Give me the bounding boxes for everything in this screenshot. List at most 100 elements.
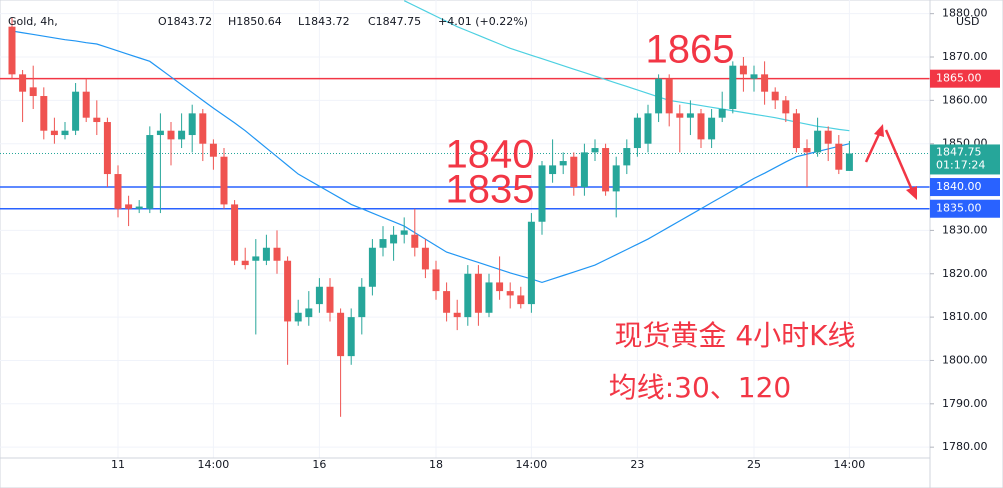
candle-body [146,135,154,209]
candle-body [188,113,196,136]
candle-body [474,273,482,313]
x-tick-label: 18 [429,458,443,471]
candle-body [72,91,80,131]
x-tick-label: 14:00 [198,458,230,471]
candle-body [708,117,716,140]
candle-body [347,317,355,357]
annotation: 均线:30、120 [609,371,792,404]
candle-body [506,291,514,296]
candle-body [517,295,525,305]
candle-body [167,130,175,140]
candle-body [580,152,588,188]
candle-body [93,117,101,123]
candle-body [284,260,292,322]
candle-body [782,100,790,114]
candle-body [29,87,37,97]
candle-body [125,204,133,209]
x-tick-label: 14:00 [516,458,548,471]
candle-body [814,130,822,153]
annotation: 1835 [446,168,535,212]
x-tick-label: 11 [111,458,125,471]
axis: 1780.00 1790.00 1800.00 1810.00 1820.00 1830.… [111,7,1000,471]
x-tick-label: 25 [747,458,761,471]
level-tag [930,199,1000,218]
candle-body [8,26,16,75]
y-tick-label: 1830.00 [942,223,988,236]
candle-body [549,165,557,175]
candle-body [390,234,398,244]
candle-body [750,74,758,79]
candle-body [252,256,260,261]
candle-body [792,113,800,149]
level-label: 1835.00 [936,202,982,215]
candle-body [241,260,249,266]
last-price-label: 1847.75 [936,145,982,158]
candle-body [591,148,599,153]
level-tag [930,69,1000,88]
level-label: 1840.00 [936,180,982,193]
candle-body [156,130,164,136]
candle-body [623,148,631,166]
x-tick-label: 14:00 [834,458,866,471]
candle-body [443,291,451,313]
candle-body [411,234,419,248]
candle-body [262,247,270,261]
x-tick-label: 16 [312,458,326,471]
candle-body [421,247,429,270]
candle-body [358,286,366,318]
candle-body [824,130,832,144]
annotation: 1840 [446,133,535,177]
y-tick-label: 1820.00 [942,267,988,280]
candle-body [644,113,652,144]
candle-body [697,113,705,140]
candle-body [368,247,376,287]
candle-body [729,65,737,110]
candle-body [103,122,111,175]
candle-body [40,96,48,131]
ma-line [403,0,850,132]
y-tick-label: 1790.00 [942,397,988,410]
candle-body [527,221,535,305]
candle-body [559,161,567,166]
y-tick-label: 1880.00 [942,7,988,20]
ohlc-value: L1843.72 [298,15,350,28]
x-tick-label: 23 [630,458,644,471]
y-tick-label: 1800.00 [942,353,988,366]
candle-body [114,174,122,209]
candle-body [464,273,472,318]
candle-body [326,286,334,313]
candle-body [538,165,546,222]
symbol: Gold, 4h, [8,15,58,28]
candle-body [305,308,313,318]
level-tag [930,178,1000,197]
candle-body [485,282,493,313]
candle-body [739,65,747,75]
ohlc-value: C1847.75 [368,15,421,28]
candle-body [845,153,853,171]
candle-body [400,230,408,235]
candle-body [718,109,726,118]
candle-body [199,113,207,144]
candle-body [19,74,27,92]
candle-body [82,91,90,118]
candle-body [453,312,461,318]
y-tick-label: 1860.00 [942,93,988,106]
candle-body [835,143,843,170]
level-label: 1865.00 [936,72,982,85]
y-tick-label: 1870.00 [942,50,988,63]
candle-body [61,130,69,136]
candle-body [294,312,302,322]
candle-body [50,130,58,136]
candle-body [135,206,143,209]
candle-body [570,156,578,188]
last-price-tag [930,144,1000,175]
annotation: 1865 [646,28,735,72]
ohlc-value: O1843.72 [158,15,212,28]
plot [0,0,930,417]
candle-body [220,156,228,205]
ohlc-value: H1850.64 [228,15,282,28]
candle-body [761,74,769,92]
candle-body [771,91,779,101]
